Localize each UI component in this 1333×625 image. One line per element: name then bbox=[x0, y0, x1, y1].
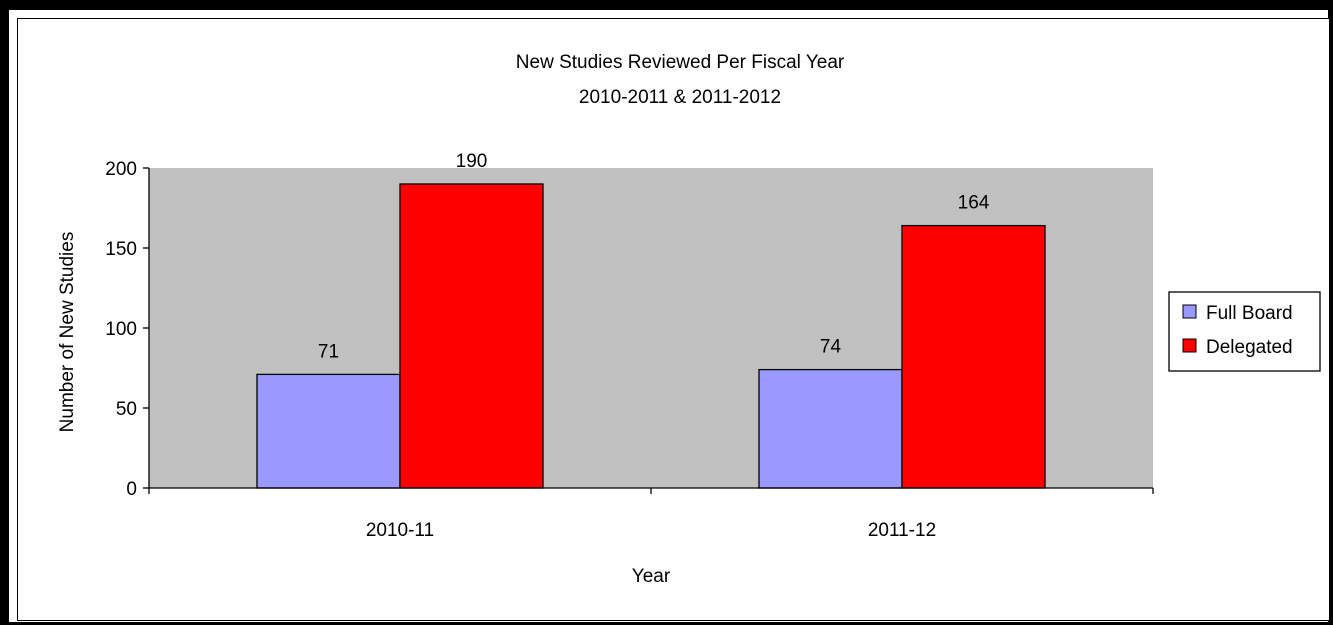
bar-delegated-2011-12 bbox=[901, 224, 1046, 489]
legend-label: Full Board bbox=[1206, 303, 1293, 324]
y-axis-title: Number of New Studies bbox=[57, 232, 78, 433]
y-tick-label: 100 bbox=[105, 319, 137, 340]
data-label: 71 bbox=[318, 341, 339, 362]
chart-subtitle: 2010-2011 & 2011-2012 bbox=[579, 87, 781, 108]
y-tick-label: 0 bbox=[126, 479, 137, 500]
x-axis-title: Year bbox=[632, 566, 671, 587]
legend-swatch bbox=[1182, 304, 1197, 319]
legend-swatch bbox=[1182, 338, 1197, 353]
data-label: 190 bbox=[456, 151, 488, 172]
data-label: 74 bbox=[820, 337, 842, 358]
bar-full-board-2011-12 bbox=[758, 368, 903, 489]
bar-delegated-2010-11 bbox=[399, 183, 544, 489]
y-tick-label: 200 bbox=[105, 159, 137, 180]
y-tick-label: 50 bbox=[116, 399, 137, 420]
x-tick-label: 2010-11 bbox=[366, 520, 434, 541]
bar-full-board-2010-11 bbox=[256, 373, 401, 489]
legend: Full Board Delegated bbox=[1168, 291, 1321, 372]
chart-title: New Studies Reviewed Per Fiscal Year bbox=[516, 52, 845, 73]
data-label: 164 bbox=[958, 193, 990, 214]
x-tick-label: 2011-12 bbox=[868, 520, 936, 541]
y-tick-label: 150 bbox=[105, 239, 137, 260]
legend-label: Delegated bbox=[1206, 337, 1293, 358]
